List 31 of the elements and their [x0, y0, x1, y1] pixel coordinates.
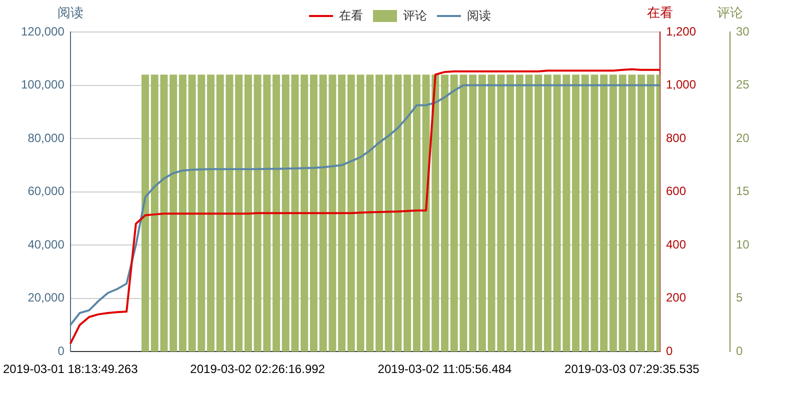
legend-label: 在看	[339, 8, 363, 22]
y3-tick-label: 0	[736, 344, 743, 358]
y-tick-label: 80,000	[28, 130, 65, 145]
x-tick-label: 2019-03-02 11:05:56.484	[378, 362, 512, 376]
y2-tick-label: 1,000	[666, 78, 696, 92]
legend-label: 评论	[403, 8, 427, 22]
y2-tick-label: 600	[666, 184, 686, 198]
x-tick-label: 2019-03-02 02:26:16.992	[190, 362, 326, 376]
y2-tick-label: 800	[666, 130, 686, 145]
y-tick-label: 120,000	[21, 24, 65, 38]
x-tick-label: 2019-03-03 07:29:35.535	[564, 362, 700, 376]
y2-tick-label: 0	[666, 344, 673, 358]
y3-tick-label: 5	[736, 290, 743, 305]
y2-tick-label: 400	[666, 237, 686, 252]
y-tick-label: 20,000	[28, 290, 65, 305]
x-tick-label: 2019-03-01 18:13:49.263	[2, 362, 138, 376]
legend-label: 阅读	[467, 8, 491, 22]
y3-tick-label: 15	[736, 184, 750, 198]
y3-tick-label: 30	[736, 24, 750, 38]
y-tick-label: 60,000	[28, 184, 65, 198]
y3-tick-label: 25	[736, 78, 750, 92]
y2-axis-title: 在看	[647, 5, 673, 20]
y-tick-label: 40,000	[28, 237, 65, 252]
y3-tick-label: 10	[736, 237, 750, 252]
y2-tick-label: 1,200	[666, 24, 696, 38]
y2-tick-label: 200	[666, 290, 686, 305]
y-tick-label: 100,000	[21, 78, 65, 92]
y-axis-title: 阅读	[57, 5, 84, 20]
y-tick-label: 0	[58, 344, 65, 358]
y3-axis-title: 评论	[717, 5, 743, 20]
y3-tick-label: 20	[736, 130, 750, 145]
